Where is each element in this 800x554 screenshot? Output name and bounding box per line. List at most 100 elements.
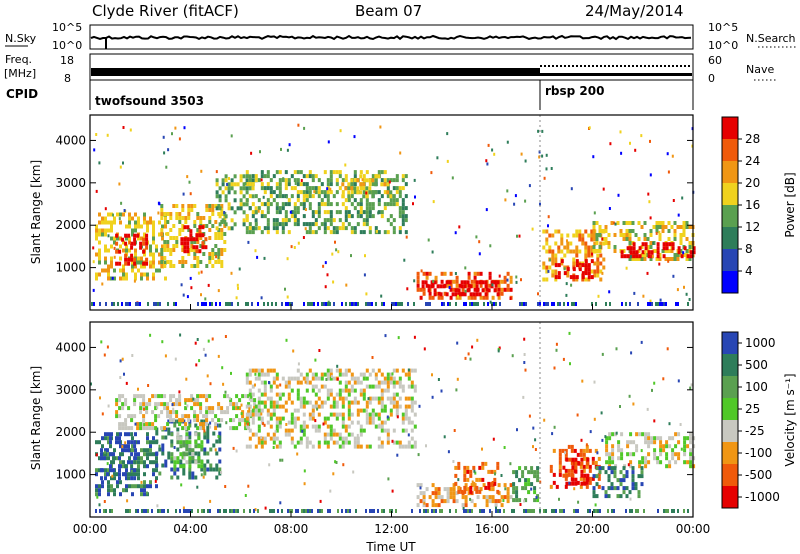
data-cell xyxy=(437,495,441,500)
data-cell xyxy=(195,237,199,242)
ground-cell xyxy=(229,509,231,513)
data-cell xyxy=(320,202,324,207)
data-cell xyxy=(389,396,393,401)
data-cell xyxy=(266,372,270,377)
data-cell xyxy=(223,394,227,399)
noise-cell xyxy=(659,298,662,302)
data-cell xyxy=(125,244,128,249)
ground-cell xyxy=(173,302,175,306)
data-cell xyxy=(146,220,149,225)
data-cell xyxy=(401,384,405,389)
data-cell xyxy=(245,424,249,429)
data-cell xyxy=(214,204,218,208)
data-cell xyxy=(275,376,279,381)
data-cell xyxy=(475,280,479,285)
data-cell xyxy=(293,218,297,223)
noise-cell xyxy=(200,270,203,274)
data-cell xyxy=(586,477,590,482)
noise-cell xyxy=(302,236,305,239)
noise-cell xyxy=(473,469,476,473)
data-cell xyxy=(98,260,101,265)
data-cell xyxy=(308,174,312,179)
data-cell xyxy=(564,452,568,457)
noise-cell xyxy=(629,255,632,259)
data-cell xyxy=(365,400,369,405)
data-cell xyxy=(326,388,330,393)
data-cell xyxy=(353,436,357,441)
data-cell xyxy=(644,460,648,465)
data-cell xyxy=(329,182,333,187)
noise-cell xyxy=(469,357,472,361)
data-cell xyxy=(248,380,252,385)
data-cell xyxy=(188,440,192,445)
data-cell xyxy=(137,484,140,489)
data-cell xyxy=(139,245,143,250)
noise-cell xyxy=(190,286,193,290)
data-cell xyxy=(434,495,438,500)
data-cell xyxy=(656,456,660,461)
data-cell xyxy=(208,410,212,415)
ground-cell xyxy=(129,302,131,306)
data-cell xyxy=(579,476,583,481)
colorbar-tick-label: -100 xyxy=(745,446,772,460)
data-cell xyxy=(260,416,264,421)
data-cell xyxy=(206,459,210,464)
data-cell xyxy=(272,174,276,179)
data-cell xyxy=(152,272,155,277)
noise-cell xyxy=(585,443,588,447)
data-cell xyxy=(431,295,435,300)
data-cell xyxy=(335,210,339,215)
data-cell xyxy=(332,218,336,223)
data-cell xyxy=(605,436,609,441)
noise-cell xyxy=(543,418,546,422)
data-cell xyxy=(180,237,184,242)
data-cell xyxy=(137,220,140,225)
data-cell xyxy=(287,428,291,433)
data-cell xyxy=(347,182,351,187)
data-cell xyxy=(251,186,255,191)
noise-cell xyxy=(180,483,183,487)
data-cell xyxy=(166,260,170,264)
noise-cell xyxy=(502,499,505,502)
ground-cell xyxy=(553,509,555,513)
nsearch-label: N.Search xyxy=(746,32,796,45)
data-cell xyxy=(106,448,109,453)
data-cell xyxy=(260,170,264,175)
data-cell xyxy=(371,412,375,417)
noise-cell xyxy=(425,444,427,448)
nave-tick-top: 60 xyxy=(708,54,722,67)
data-cell xyxy=(644,440,648,445)
data-cell xyxy=(245,214,249,219)
data-cell xyxy=(368,400,372,405)
data-cell xyxy=(293,202,297,207)
data-cell xyxy=(245,444,249,449)
data-cell xyxy=(109,440,112,445)
ground-cell xyxy=(413,302,415,306)
data-cell xyxy=(332,432,336,437)
data-cell xyxy=(427,284,431,289)
data-cell xyxy=(175,236,179,240)
data-cell xyxy=(211,252,215,256)
data-cell xyxy=(619,482,623,487)
data-cell xyxy=(305,198,309,203)
data-cell xyxy=(254,218,258,223)
data-cell xyxy=(296,376,300,381)
data-cell xyxy=(542,277,546,282)
noise-cell xyxy=(649,173,652,177)
data-cell xyxy=(263,392,267,397)
noise-cell xyxy=(447,450,450,454)
data-cell xyxy=(194,451,198,456)
data-cell xyxy=(570,468,574,473)
data-cell xyxy=(329,210,333,215)
velocity-colorbar-frame xyxy=(721,331,739,509)
data-cell xyxy=(198,249,202,254)
data-cell xyxy=(425,487,429,492)
data-cell xyxy=(377,384,381,389)
data-cell xyxy=(326,210,330,215)
data-cell xyxy=(512,470,516,475)
data-cell xyxy=(245,174,249,179)
data-cell xyxy=(191,456,195,461)
data-cell xyxy=(542,245,546,250)
data-cell xyxy=(479,487,483,492)
ground-cell xyxy=(629,509,631,513)
